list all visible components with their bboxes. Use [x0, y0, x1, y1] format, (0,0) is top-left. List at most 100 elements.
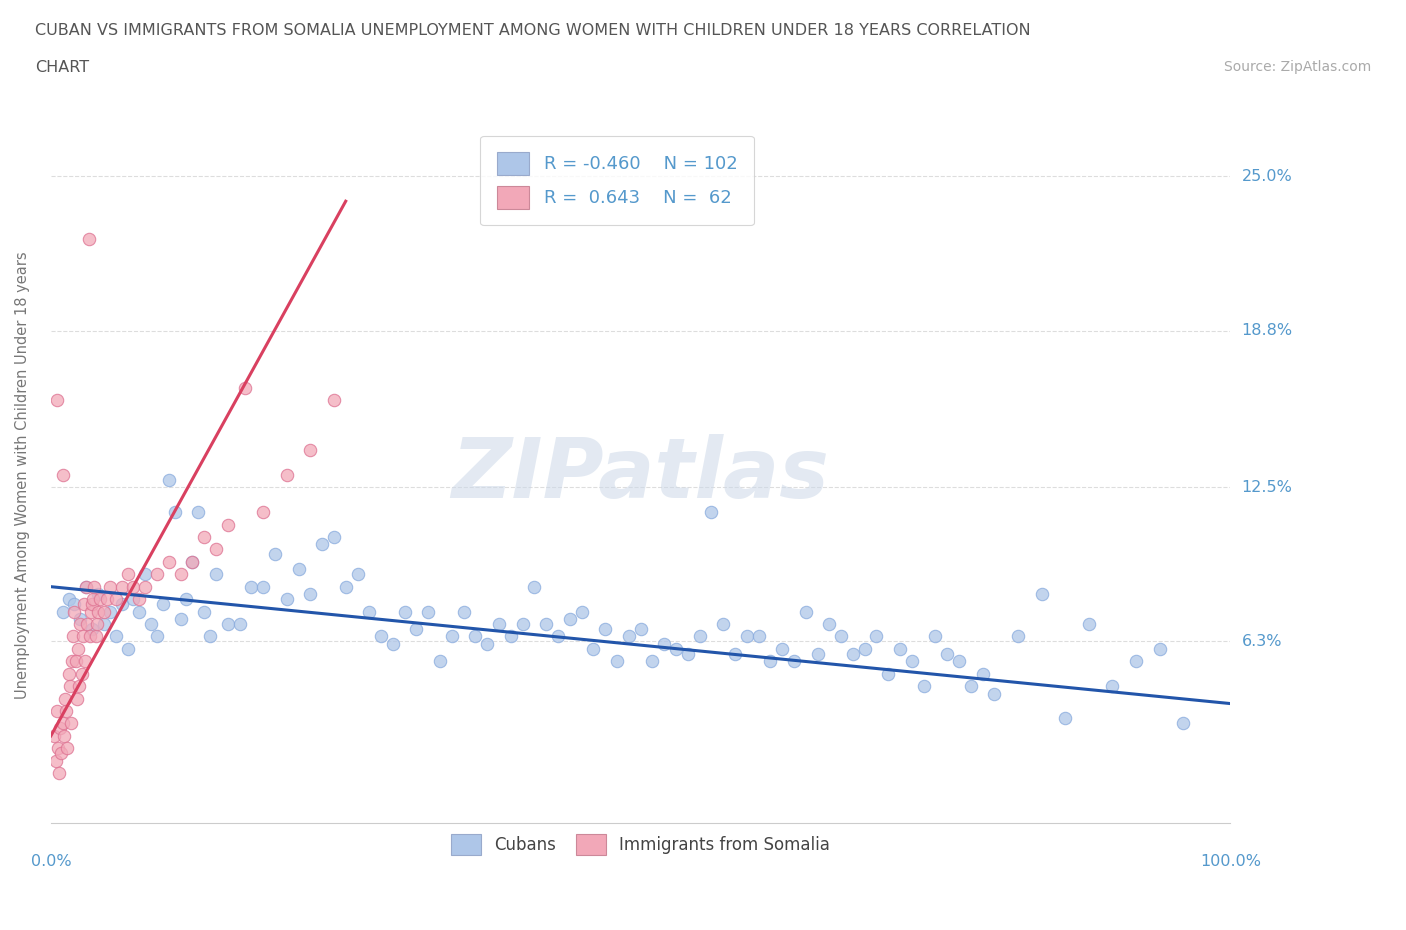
Text: 12.5%: 12.5% [1241, 480, 1292, 495]
Point [983, 686, 1005, 701]
Point [359, 604, 381, 619]
Point [146, 629, 169, 644]
Point [67, 679, 90, 694]
Y-axis label: Unemployment Among Women with Children Under 18 years: Unemployment Among Women with Children U… [15, 251, 30, 698]
Point [163, 505, 186, 520]
Point [73, 654, 96, 669]
Point [617, 629, 640, 644]
Point [56, 741, 79, 756]
Point [217, 517, 239, 532]
Point [87, 604, 110, 619]
Point [49, 721, 72, 736]
Point [322, 392, 344, 407]
Point [117, 642, 139, 657]
Point [217, 617, 239, 631]
Point [322, 529, 344, 544]
Point [534, 617, 557, 631]
Point [547, 629, 569, 644]
Point [79, 629, 101, 644]
Text: 6.3%: 6.3% [1241, 634, 1282, 649]
Point [44, 728, 66, 743]
Point [193, 529, 215, 544]
Point [1125, 654, 1147, 669]
Point [264, 547, 287, 562]
Point [523, 579, 546, 594]
Point [51, 746, 73, 761]
Point [464, 629, 486, 644]
Point [759, 654, 782, 669]
Point [83, 579, 105, 594]
Text: CUBAN VS IMMIGRANTS FROM SOMALIA UNEMPLOYMENT AMONG WOMEN WITH CHILDREN UNDER 18: CUBAN VS IMMIGRANTS FROM SOMALIA UNEMPLO… [35, 23, 1031, 38]
Point [181, 554, 204, 569]
Point [818, 617, 841, 631]
Point [299, 443, 322, 458]
Point [311, 537, 333, 551]
Point [558, 612, 581, 627]
Point [593, 621, 616, 636]
Point [176, 591, 198, 606]
Point [157, 554, 180, 569]
Point [73, 597, 96, 612]
Point [235, 380, 257, 395]
Point [45, 392, 67, 407]
Point [394, 604, 416, 619]
Point [89, 591, 111, 606]
Point [630, 621, 652, 636]
Point [205, 566, 228, 581]
Point [80, 604, 103, 619]
Point [52, 716, 75, 731]
Point [735, 629, 758, 644]
Point [205, 542, 228, 557]
Point [453, 604, 475, 619]
Point [770, 642, 793, 657]
Point [960, 679, 983, 694]
Legend: Cubans, Immigrants from Somalia: Cubans, Immigrants from Somalia [443, 825, 838, 863]
Point [65, 654, 87, 669]
Point [66, 642, 89, 657]
Point [63, 597, 86, 612]
Point [45, 704, 67, 719]
Point [128, 591, 150, 606]
Point [689, 629, 711, 644]
Text: 25.0%: 25.0% [1241, 169, 1292, 184]
Point [128, 604, 150, 619]
Point [276, 468, 298, 483]
Point [181, 554, 204, 569]
Point [1054, 711, 1077, 726]
Point [853, 642, 876, 657]
Point [93, 617, 115, 631]
Point [889, 642, 911, 657]
Point [477, 636, 499, 651]
Point [169, 612, 191, 627]
Point [58, 591, 80, 606]
Point [157, 472, 180, 487]
Point [440, 629, 463, 644]
Point [1007, 629, 1029, 644]
Point [82, 597, 104, 612]
Point [122, 591, 145, 606]
Point [842, 646, 865, 661]
Point [335, 579, 357, 594]
Point [69, 617, 91, 631]
Point [641, 654, 664, 669]
Point [582, 642, 605, 657]
Point [52, 728, 75, 743]
Text: 18.8%: 18.8% [1241, 323, 1292, 338]
Point [122, 579, 145, 594]
Point [75, 579, 97, 594]
Point [58, 666, 80, 681]
Point [45, 753, 67, 768]
Point [98, 604, 121, 619]
Point [877, 666, 900, 681]
Point [72, 629, 94, 644]
Point [700, 505, 723, 520]
Point [972, 666, 994, 681]
Point [134, 566, 156, 581]
Point [936, 646, 959, 661]
Point [52, 604, 75, 619]
Point [783, 654, 806, 669]
Point [66, 691, 89, 706]
Text: 0.0%: 0.0% [31, 854, 72, 869]
Point [48, 765, 70, 780]
Point [571, 604, 593, 619]
